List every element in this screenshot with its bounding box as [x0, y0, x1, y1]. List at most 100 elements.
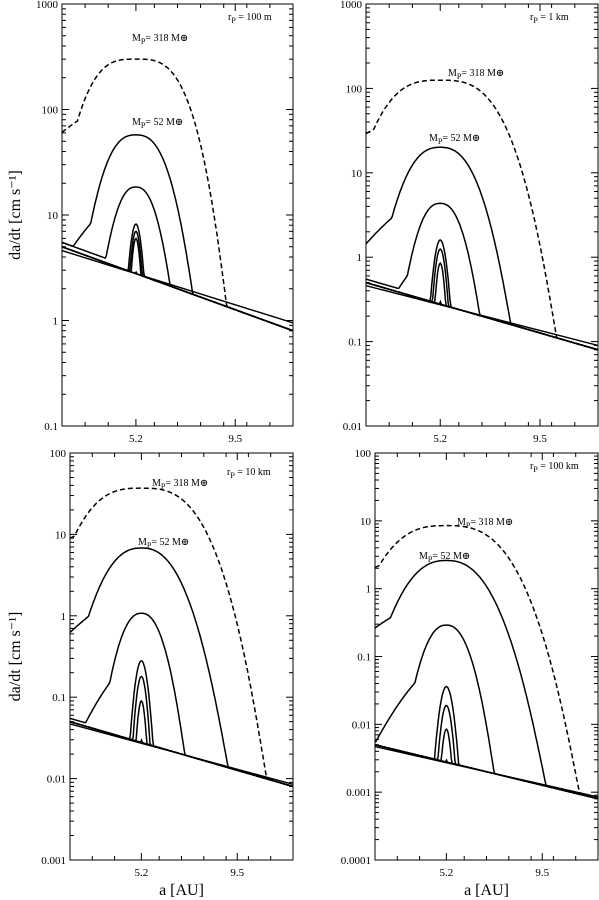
plot-area [366, 79, 598, 351]
chart-panel-3: 0.001 0.01 0.1 1 10 100 5.2 9.5 rP = 10 km MP= 31… [7, 448, 294, 899]
mass-annotation-rest: = 318 M⊕ [145, 33, 188, 44]
x-tick-label: 5.2 [439, 867, 453, 879]
x-tick-label: 9.5 [230, 867, 244, 879]
panel-label-sub: P [533, 465, 538, 474]
mass-annotation-sub: P [161, 482, 166, 491]
panel-label: rP = 10 km [227, 467, 271, 480]
mass-annotation-rest: = 52 M⊕ [151, 537, 189, 548]
series-line-curve-3 [70, 612, 293, 788]
y-tick-label: 1000 [36, 0, 59, 11]
y-tick-label: 1000 [340, 0, 363, 11]
series-line-52-earth-mass [375, 559, 598, 800]
plot-frame [69, 452, 294, 861]
chart-panel-1: 0.1 1 10 100 1000 5.2 9.5 rP = 100 m MP= 318 M⊕ M… [7, 0, 294, 445]
y-tick-label: 10 [55, 529, 67, 541]
series-line-curve-7 [366, 281, 598, 351]
series-line-318-earth-mass [70, 487, 293, 788]
x-tick-label: 5.2 [134, 867, 148, 879]
panel-label-sub: P [533, 16, 538, 25]
mass-annotation-sub: P [457, 72, 462, 81]
x-tick-label: 9.5 [533, 433, 547, 445]
y-tick-label: 100 [42, 105, 59, 117]
series-line-52-earth-mass [70, 547, 293, 788]
y-tick-label: 10 [351, 168, 363, 180]
panel-label-sub: P [231, 16, 236, 25]
mass-annotation-1: MP= 318 M⊕ [448, 68, 504, 81]
mass-annotation-sub: P [438, 137, 443, 146]
panel-label-sub: P [230, 471, 235, 480]
plot-area [70, 487, 293, 788]
series-line-curve-4 [375, 685, 598, 800]
panel-label-rest: = 100 m [236, 12, 272, 23]
x-axis-title: a [AU] [464, 882, 509, 899]
panel-label: rP = 1 km [530, 12, 569, 25]
y-tick-label: 0.01 [352, 719, 371, 731]
y-tick-label: 0.01 [47, 774, 66, 786]
y-axis-title: da/dt [cm s⁻¹] [7, 612, 24, 702]
y-tick-label: 100 [50, 448, 67, 460]
chart-panel-2: 0.01 0.1 1 10 100 1000 5.2 9.5 rP = 1 km MP= 318 … [340, 0, 599, 445]
mass-annotation-rest: = 52 M⊕ [432, 551, 470, 562]
mass-annotation-2: MP= 52 M⊕ [429, 133, 480, 146]
panel-label-rest: = 10 km [235, 467, 271, 478]
baseline-series-2 [62, 249, 293, 324]
series-line-318-earth-mass [366, 79, 598, 351]
series-line-curve-6 [70, 699, 293, 788]
plot-area [375, 524, 598, 800]
y-axis-title: da/dt [cm s⁻¹] [7, 170, 24, 260]
mass-annotation-rest: = 318 M⊕ [461, 68, 504, 79]
y-tick-label: 0.1 [357, 652, 371, 664]
series-line-curve-5 [375, 704, 598, 800]
series-line-52-earth-mass [366, 146, 598, 351]
y-tick-label: 0.01 [343, 421, 362, 433]
y-tick-label: 100 [346, 83, 363, 95]
series-line-curve-7 [375, 744, 598, 800]
panel-label: rP = 100 km [530, 461, 579, 474]
y-tick-label: 1 [357, 252, 363, 264]
y-tick-label: 100 [355, 448, 372, 460]
x-tick-label: 9.5 [228, 433, 242, 445]
series-line-curve-6 [62, 237, 293, 332]
y-tick-label: 1 [61, 611, 67, 623]
mass-annotation-rest: = 52 M⊕ [442, 133, 480, 144]
y-tick-label: 0.0001 [341, 855, 371, 867]
series-line-curve-3 [375, 624, 598, 800]
series-line-curve-7 [70, 720, 293, 788]
chart-panel-4: 0.0001 0.001 0.01 0.1 1 10 100 5.2 9.5 rP = 100 k… [341, 448, 599, 899]
mass-annotation-rest: = 318 M⊕ [165, 478, 208, 489]
y-tick-label: 10 [47, 210, 59, 222]
mass-annotation-sub: P [147, 541, 152, 550]
y-tick-label: 1 [53, 316, 59, 328]
mass-annotation-1: MP= 318 M⊕ [457, 517, 513, 530]
series-line-curve-4 [62, 223, 293, 332]
y-tick-label: 0.1 [348, 337, 362, 349]
mass-annotation-1: MP= 318 M⊕ [132, 33, 188, 46]
x-tick-label: 9.5 [535, 867, 549, 879]
series-line-curve-5 [366, 248, 598, 351]
y-tick-label: 1 [366, 584, 372, 596]
series-line-curve-5 [62, 230, 293, 332]
series-line-curve-3 [366, 202, 598, 351]
mass-annotation-sub: P [466, 521, 471, 530]
y-tick-label: 0.001 [41, 855, 66, 867]
mass-annotation-2: MP= 52 M⊕ [138, 537, 189, 550]
series-line-curve-4 [70, 659, 293, 788]
plot-area [62, 58, 293, 332]
y-tick-label: 0.001 [346, 787, 371, 799]
mass-annotation-sub: P [428, 555, 433, 564]
mass-annotation-sub: P [141, 121, 146, 130]
y-tick-label: 0.1 [44, 421, 58, 433]
panel-label-rest: = 100 km [538, 461, 579, 472]
x-tick-label: 5.2 [129, 433, 143, 445]
mass-annotation-2: MP= 52 M⊕ [419, 551, 470, 564]
mass-annotation-rest: = 52 M⊕ [145, 117, 183, 128]
mass-annotation-sub: P [141, 37, 146, 46]
series-line-curve-6 [375, 728, 598, 800]
mass-annotation-rest: = 318 M⊕ [470, 517, 513, 528]
series-line-318-earth-mass [375, 524, 598, 800]
panel-label: rP = 100 m [228, 12, 272, 25]
x-axis-title: a [AU] [159, 882, 204, 899]
plot-frame [374, 452, 599, 861]
mass-annotation-1: MP= 318 M⊕ [152, 478, 208, 491]
